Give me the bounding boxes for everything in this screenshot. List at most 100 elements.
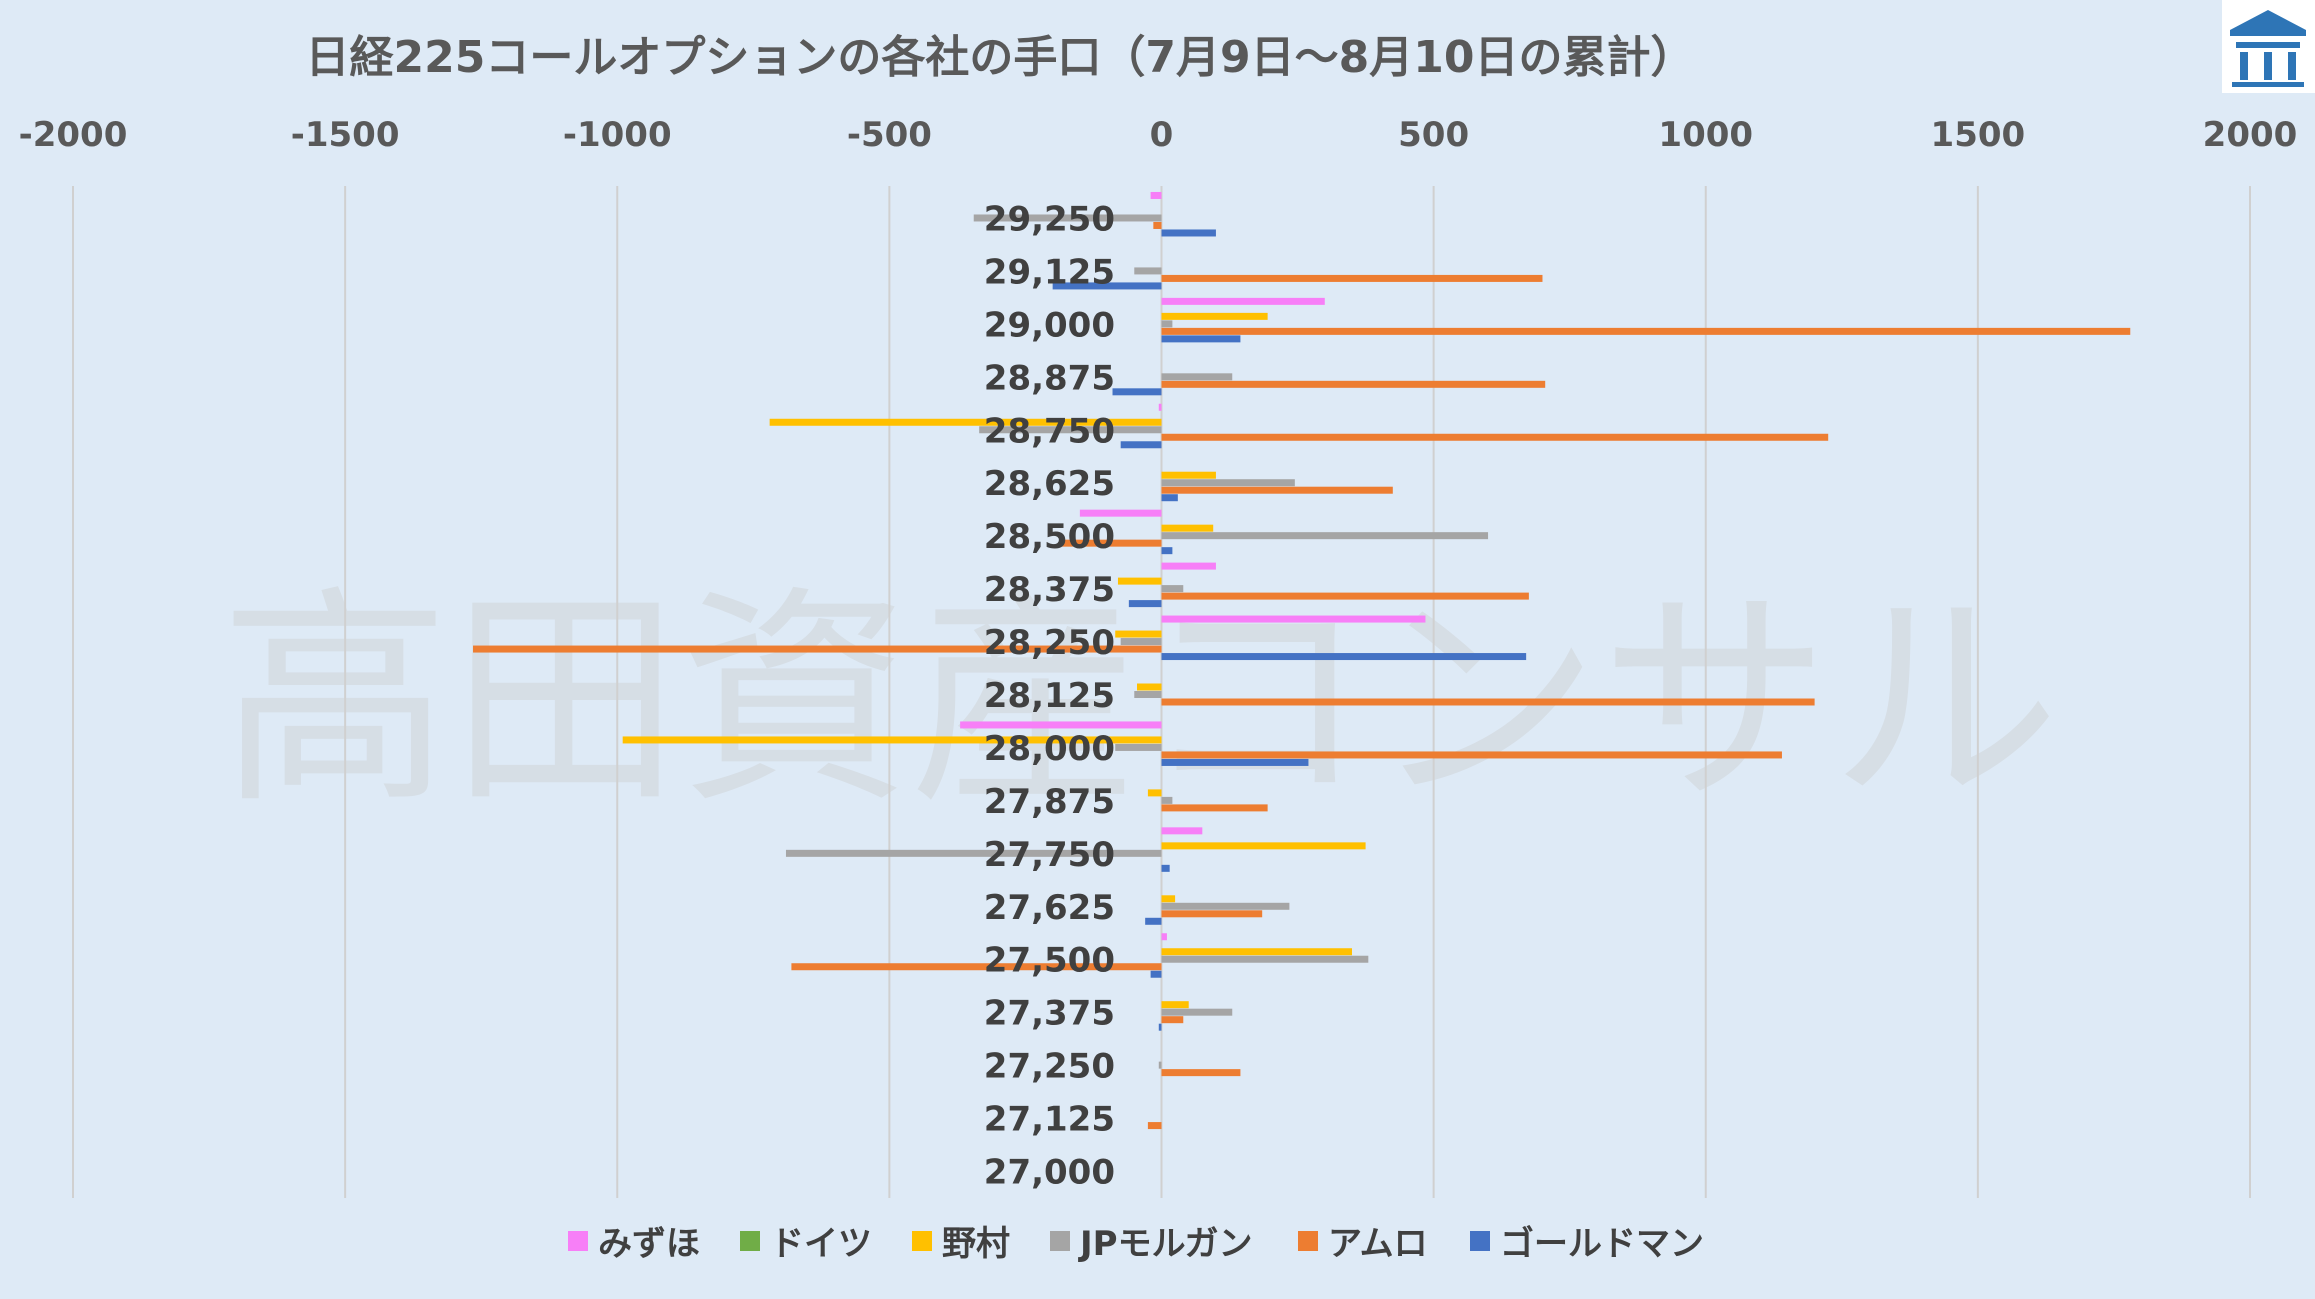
x-tick-label: 1000 <box>1658 115 1753 155</box>
y-tick-label: 28,000 <box>984 729 1115 769</box>
bar <box>785 849 1162 857</box>
bar <box>1161 842 1366 850</box>
bar <box>1128 600 1162 608</box>
gridlines <box>72 186 2251 1198</box>
legend-swatch <box>1470 1231 1490 1251</box>
legend-label: ドイツ <box>770 1224 872 1264</box>
y-tick-label: 28,875 <box>984 358 1115 398</box>
bar <box>1161 524 1214 532</box>
bar <box>1161 297 1325 305</box>
y-tick-label: 27,875 <box>984 782 1115 822</box>
bar <box>1161 751 1782 759</box>
bar <box>960 721 1162 729</box>
bar <box>1161 562 1216 570</box>
bar <box>1161 827 1203 835</box>
bar <box>1052 282 1162 290</box>
legend-swatch <box>1298 1231 1318 1251</box>
legend: みずほ ドイツ 野村 JPモルガン アムロ ゴールドマン <box>568 1224 1704 1264</box>
bar <box>1161 274 1543 282</box>
x-tick-label: 0 <box>1150 115 1174 155</box>
bar <box>1150 191 1162 199</box>
bar <box>1161 1069 1241 1077</box>
y-tick-label: 27,375 <box>984 994 1115 1034</box>
bar <box>979 426 1162 434</box>
bar <box>1161 948 1352 956</box>
bar <box>1060 539 1162 547</box>
y-tick-label: 29,125 <box>984 252 1115 292</box>
y-tick-label: 27,000 <box>984 1153 1115 1193</box>
bar <box>1120 638 1162 646</box>
bar <box>769 418 1162 426</box>
y-tick-label: 28,750 <box>984 411 1115 451</box>
x-tick-label: -500 <box>847 115 932 155</box>
bar <box>1161 933 1167 941</box>
bar <box>1137 683 1162 691</box>
bar <box>622 736 1162 744</box>
y-tick-label: 27,625 <box>984 888 1115 928</box>
bar <box>1161 320 1173 328</box>
y-tick-label: 28,125 <box>984 676 1115 716</box>
bar <box>1145 917 1162 925</box>
bar <box>1161 592 1529 600</box>
x-tick-label: -1500 <box>291 115 400 155</box>
bar <box>1161 380 1546 388</box>
bar <box>1134 691 1162 698</box>
bar <box>1161 486 1393 494</box>
bar <box>1161 1016 1184 1024</box>
bar <box>1161 229 1216 237</box>
bar <box>1161 312 1268 320</box>
bar <box>1161 758 1309 766</box>
bar <box>1161 327 2131 335</box>
legend-swatch <box>740 1231 760 1251</box>
bar <box>1161 1008 1233 1016</box>
bar <box>1161 335 1241 343</box>
x-tick-label: -1000 <box>563 115 672 155</box>
x-axis-ticks: -2000 -1500 -1000 -500 0 500 1000 1500 2000 <box>19 115 2298 155</box>
bar <box>1158 1023 1162 1031</box>
bar <box>1161 910 1263 918</box>
bar <box>1134 267 1162 275</box>
y-tick-label: 28,250 <box>984 623 1115 663</box>
bar <box>1161 1001 1189 1009</box>
legend-swatch <box>568 1231 588 1251</box>
bar <box>1161 585 1184 593</box>
legend-label: JPモルガン <box>1078 1224 1253 1264</box>
bar <box>1161 698 1815 706</box>
y-axis-ticks: 29,250 29,125 29,000 28,875 28,750 28,625 28,5… <box>984 199 1115 1192</box>
bar <box>1158 1061 1162 1069</box>
legend-label: 野村 <box>942 1224 1010 1264</box>
bars <box>473 191 2131 1130</box>
bar <box>791 963 1162 971</box>
bar <box>1161 902 1290 910</box>
x-tick-label: 1500 <box>1931 115 2026 155</box>
bar <box>1115 630 1162 638</box>
legend-label: みずほ <box>598 1224 700 1264</box>
x-tick-label: 500 <box>1398 115 1469 155</box>
bar <box>1161 864 1170 872</box>
bar <box>1161 895 1176 903</box>
bar <box>1161 494 1178 502</box>
bar <box>1112 388 1162 396</box>
bar <box>1117 577 1162 585</box>
bar <box>1150 970 1162 978</box>
y-tick-label: 29,250 <box>984 199 1115 239</box>
bar <box>1161 479 1295 487</box>
bar <box>1161 615 1426 623</box>
y-tick-label: 28,625 <box>984 464 1115 504</box>
bar <box>1153 221 1162 229</box>
bar <box>1147 1122 1162 1130</box>
legend-label: アムロ <box>1328 1224 1428 1264</box>
y-tick-label: 29,000 <box>984 305 1115 345</box>
legend-swatch <box>1050 1231 1070 1251</box>
bar <box>1161 532 1489 540</box>
y-tick-label: 28,500 <box>984 517 1115 557</box>
bar <box>1161 653 1527 661</box>
bar <box>1161 433 1829 441</box>
bar <box>1115 743 1162 751</box>
bar <box>973 214 1162 222</box>
bar <box>1161 955 1369 963</box>
bar <box>1079 509 1162 517</box>
y-tick-label: 27,500 <box>984 941 1115 981</box>
bar <box>1158 403 1162 411</box>
chart-title: 日経225コールオプションの各社の手口（7月9日～8月10日の累計） <box>306 32 1695 83</box>
